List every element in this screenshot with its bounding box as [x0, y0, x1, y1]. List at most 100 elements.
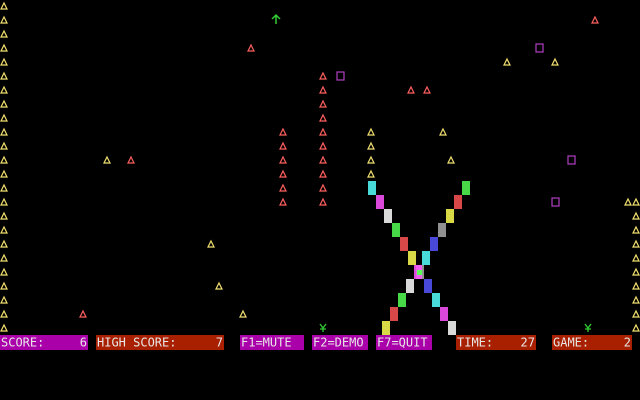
target	[591, 15, 599, 24]
beam-block	[462, 181, 470, 195]
target	[279, 155, 287, 164]
time-box	[456, 335, 536, 350]
target	[319, 71, 327, 80]
target	[127, 155, 135, 164]
target	[319, 197, 327, 206]
beam-block	[384, 209, 392, 223]
beam-block	[430, 237, 438, 251]
high-score-label: HIGH SCORE:	[97, 336, 176, 350]
target	[632, 281, 640, 290]
beam-block	[408, 251, 416, 265]
target	[0, 295, 8, 304]
target	[319, 155, 327, 164]
beam-block	[392, 223, 400, 237]
game-value: 2	[624, 336, 631, 350]
target	[79, 309, 87, 318]
target	[407, 85, 415, 94]
target	[0, 57, 8, 66]
target	[632, 253, 640, 262]
beam-block	[454, 195, 462, 209]
yen-sprite	[584, 323, 592, 332]
target	[632, 225, 640, 234]
target	[319, 183, 327, 192]
target	[0, 15, 8, 24]
beam-block	[448, 321, 456, 335]
target	[239, 309, 247, 318]
target	[103, 155, 111, 164]
high-score-box	[96, 335, 224, 350]
target	[367, 141, 375, 150]
target	[367, 169, 375, 178]
target	[207, 239, 215, 248]
target	[279, 141, 287, 150]
target	[632, 197, 640, 206]
enemy	[551, 197, 560, 207]
target	[624, 197, 632, 206]
yen-sprite	[319, 323, 327, 332]
key-hint: F1=MUTE	[241, 336, 292, 350]
target	[503, 57, 511, 66]
high-score-value: 7	[216, 336, 223, 350]
target	[0, 253, 8, 262]
key-hint: F7=QUIT	[377, 336, 428, 350]
game-box	[552, 335, 632, 350]
target	[279, 197, 287, 206]
beam-block	[422, 251, 430, 265]
target	[0, 99, 8, 108]
target	[447, 155, 455, 164]
game-label: GAME:	[553, 336, 589, 350]
key-box	[312, 335, 368, 350]
target	[632, 295, 640, 304]
target	[423, 85, 431, 94]
target	[319, 141, 327, 150]
beam-block	[382, 321, 390, 335]
target	[439, 127, 447, 136]
time-value: 27	[521, 336, 535, 350]
target	[632, 211, 640, 220]
beam-block	[390, 307, 398, 321]
target	[0, 113, 8, 122]
target	[632, 267, 640, 276]
target	[0, 169, 8, 178]
target	[0, 71, 8, 80]
enemy	[535, 43, 544, 53]
score-value: 6	[80, 336, 87, 350]
target	[215, 281, 223, 290]
target	[0, 43, 8, 52]
target	[0, 225, 8, 234]
target	[0, 127, 8, 136]
target	[0, 309, 8, 318]
target	[0, 155, 8, 164]
playfield	[0, 1, 640, 335]
beam-block	[376, 195, 384, 209]
target	[279, 127, 287, 136]
target	[279, 169, 287, 178]
beam-block	[368, 181, 376, 195]
target	[0, 1, 8, 10]
target	[0, 239, 8, 248]
key-box	[240, 335, 304, 350]
target	[0, 267, 8, 276]
target	[319, 85, 327, 94]
key-hint: F2=DEMO	[313, 336, 364, 350]
target	[0, 183, 8, 192]
target	[319, 127, 327, 136]
beam-block	[424, 279, 432, 293]
target	[0, 85, 8, 94]
target	[247, 43, 255, 52]
time-label: TIME:	[457, 336, 493, 350]
status-bar: SCORE: 6 HIGH SCORE: 7 F1=MUTE F2=DEMO F…	[0, 335, 632, 350]
beam-block	[440, 307, 448, 321]
beam-block	[406, 279, 414, 293]
target	[632, 323, 640, 332]
arrow-sprite	[271, 13, 281, 24]
beam-block	[432, 293, 440, 307]
target	[319, 113, 327, 122]
target	[0, 141, 8, 150]
key-box	[376, 335, 432, 350]
score-label: SCORE:	[1, 336, 44, 350]
beam-block	[446, 209, 454, 223]
enemy	[336, 71, 345, 81]
